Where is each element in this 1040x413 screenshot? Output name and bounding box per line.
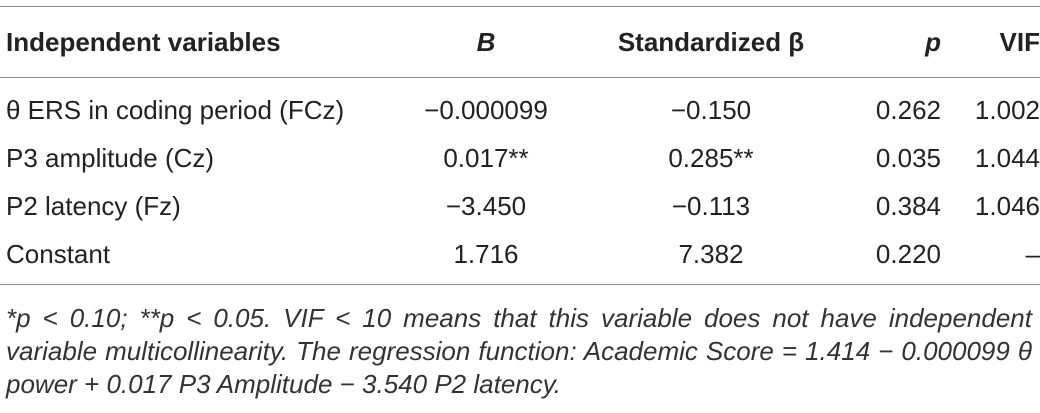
cell-p: 0.035: [875, 143, 941, 173]
regression-table-grid: Independent variables B Standardized β p…: [0, 7, 1040, 77]
header-standardized-beta: Standardized β: [617, 27, 805, 57]
header-independent-variables: Independent variables: [6, 27, 281, 57]
table-row: P3 amplitude (Cz) 0.017** 0.285** 0.035 …: [0, 134, 1040, 182]
bottom-rule: [0, 284, 1040, 285]
header-b: B: [476, 27, 496, 57]
regression-table-body: θ ERS in coding period (FCz) −0.000099 −…: [0, 78, 1040, 284]
cell-standardized-beta: −0.150: [670, 95, 752, 125]
cell-variable: P2 latency (Fz): [6, 191, 181, 221]
header-p: p: [925, 27, 941, 57]
cell-p: 0.262: [875, 95, 941, 125]
cell-standardized-beta: 7.382: [678, 239, 744, 269]
table-row: θ ERS in coding period (FCz) −0.000099 −…: [0, 78, 1040, 134]
top-rule: [0, 6, 1040, 7]
cell-vif: 1.002: [974, 95, 1040, 125]
regression-table: Independent variables B Standardized β p…: [0, 6, 1040, 285]
cell-variable: P3 amplitude (Cz): [6, 143, 215, 173]
cell-b: 0.017**: [443, 143, 529, 173]
table-header-row: Independent variables B Standardized β p…: [0, 7, 1040, 77]
cell-vif: –: [1025, 239, 1040, 269]
cell-b: 1.716: [453, 239, 519, 269]
table-row: P2 latency (Fz) −3.450 −0.113 0.384 1.04…: [0, 182, 1040, 230]
table-footnote: *p < 0.10; **p < 0.05. VIF < 10 means th…: [6, 303, 1032, 399]
cell-variable: Constant: [6, 239, 111, 269]
cell-standardized-beta: 0.285**: [668, 143, 754, 173]
cell-b: −0.000099: [424, 95, 548, 125]
table-row: Constant 1.716 7.382 0.220 –: [0, 230, 1040, 284]
cell-standardized-beta: −0.113: [671, 191, 751, 221]
cell-p: 0.384: [875, 191, 941, 221]
header-rule: [0, 77, 1040, 78]
cell-p: 0.220: [875, 239, 941, 269]
header-vif: VIF: [999, 27, 1040, 57]
cell-variable: θ ERS in coding period (FCz): [6, 95, 345, 125]
cell-vif: 1.046: [974, 191, 1040, 221]
cell-b: −3.450: [445, 191, 527, 221]
cell-vif: 1.044: [974, 143, 1040, 173]
